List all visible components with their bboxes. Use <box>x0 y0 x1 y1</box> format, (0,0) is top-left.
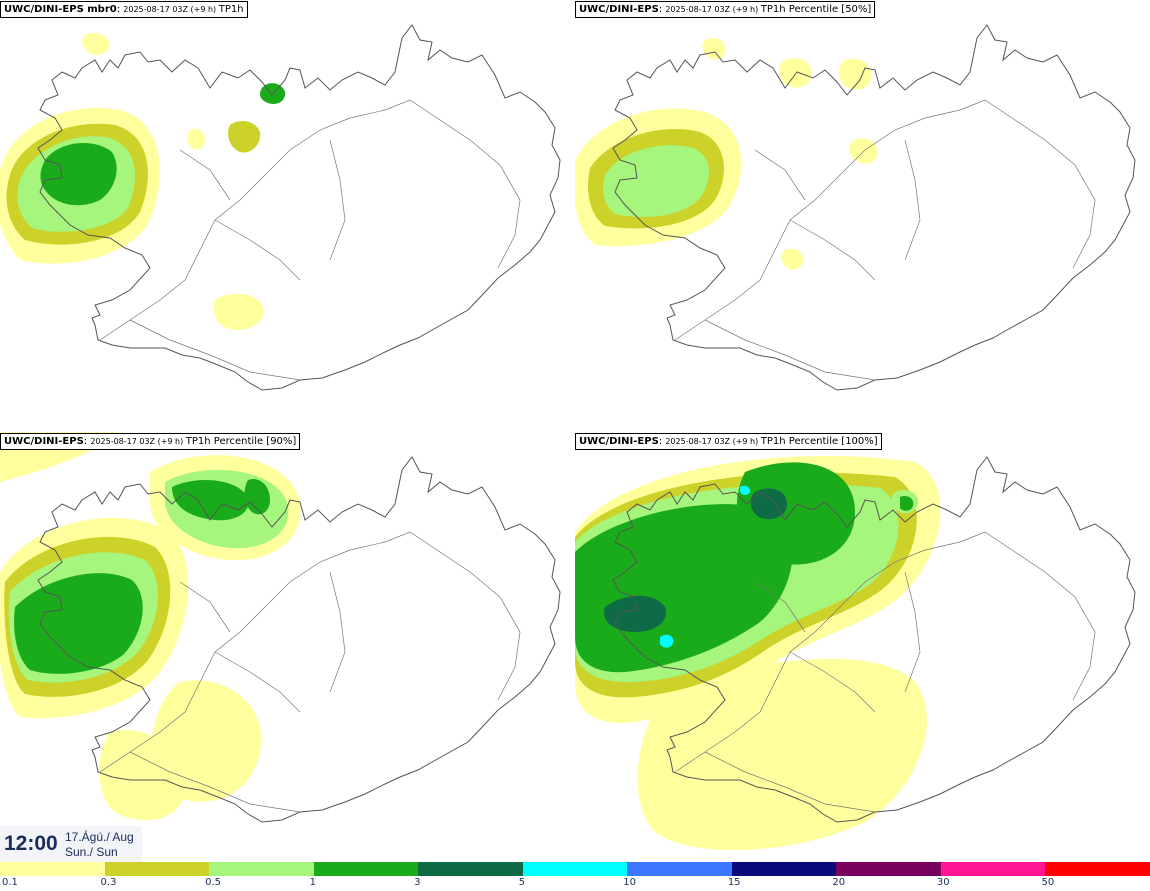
legend-color-2 <box>104 862 210 876</box>
road-network <box>674 531 1096 813</box>
precip-area <box>260 83 286 104</box>
road-network <box>99 99 521 381</box>
panel-title-model: UWC/DINI-EPS mbr0 <box>4 4 117 15</box>
precip-area <box>82 33 110 56</box>
map-panel-4: UWC/DINI-EPS: 2025-08-17 03Z (+9 h) TP1h… <box>575 432 1150 864</box>
map-panel-3: UWC/DINI-EPS: 2025-08-17 03Z (+9 h) TP1h… <box>0 432 575 864</box>
panel-title: UWC/DINI-EPS mbr0: 2025-08-17 03Z (+9 h)… <box>0 1 248 18</box>
panel-title-model: UWC/DINI-EPS <box>579 4 659 15</box>
precip-area <box>604 595 666 632</box>
legend-label: 0.3 <box>100 877 117 888</box>
panel-title-sep: : <box>658 4 666 15</box>
legend-color-8 <box>731 862 837 876</box>
precip-area <box>740 485 751 495</box>
panel-title: UWC/DINI-EPS: 2025-08-17 03Z (+9 h) TP1h… <box>575 433 882 450</box>
legend-label: 0.5 <box>205 877 221 888</box>
precip-area <box>839 58 872 90</box>
precip-area <box>736 462 855 565</box>
precip-map <box>575 455 1136 851</box>
panel-title: UWC/DINI-EPS: 2025-08-17 03Z (+9 h) TP1h… <box>575 1 876 18</box>
panel-title-field: TP1h Percentile [100%] <box>760 436 878 447</box>
precip-area <box>900 496 914 511</box>
panel-title-sep: : <box>116 4 124 15</box>
panel-title-field: TP1h <box>218 4 244 15</box>
panel-title-time: 2025-08-17 03Z (+9 h) <box>665 5 761 14</box>
valid-time: 12:00 <box>4 832 58 855</box>
legend-label: 3 <box>414 877 421 888</box>
valid-time-box: 12:00 17.Ágú./ Aug Sun./ Sun <box>0 826 142 862</box>
map-panel-2: UWC/DINI-EPS: 2025-08-17 03Z (+9 h) TP1h… <box>575 0 1150 432</box>
precip-map <box>0 24 561 391</box>
precip-area <box>702 38 726 60</box>
panel-title-model: UWC/DINI-EPS <box>4 436 84 447</box>
panel-title-time: 2025-08-17 03Z (+9 h) <box>665 437 761 446</box>
precip-area <box>244 478 270 515</box>
legend-color-11 <box>1045 862 1150 876</box>
precip-map <box>0 432 561 823</box>
legend-label: 20 <box>832 877 846 888</box>
precip-area <box>750 488 787 520</box>
precip-legend: 0.1 0.3 0.5 1 3 5 10 15 20 30 50 <box>0 862 1150 891</box>
road-network <box>99 531 521 813</box>
legend-label: 50 <box>1041 877 1055 888</box>
precip-area <box>172 480 249 521</box>
precip-area <box>40 142 117 206</box>
precip-map <box>575 24 1136 391</box>
panel-title-field: TP1h Percentile [50%] <box>760 4 872 15</box>
panel-title: UWC/DINI-EPS: 2025-08-17 03Z (+9 h) TP1h… <box>0 433 301 450</box>
precip-area <box>781 248 804 270</box>
legend-label: 1 <box>309 877 316 888</box>
coastline <box>612 456 1136 823</box>
legend-color-4 <box>313 862 419 876</box>
panel-title-time: 2025-08-17 03Z (+9 h) <box>123 5 219 14</box>
coastline <box>612 24 1136 391</box>
legend-color-1 <box>0 862 105 876</box>
coastline <box>37 24 561 391</box>
legend-label: 5 <box>518 877 526 888</box>
panel-title-sep: : <box>658 436 666 447</box>
legend-label: 10 <box>623 877 636 888</box>
panel-title-field: TP1h Percentile [90%] <box>185 436 297 447</box>
precip-area <box>779 58 812 88</box>
legend-color-9 <box>836 862 942 876</box>
legend-label: 30 <box>936 877 950 888</box>
precip-area <box>213 293 264 330</box>
valid-date-line1: 17.Ágú./ Aug <box>65 830 134 844</box>
legend-color-5 <box>418 862 524 876</box>
precip-area <box>660 634 674 648</box>
precip-area <box>849 138 878 164</box>
coastline <box>37 456 561 823</box>
map-panel-1: UWC/DINI-EPS mbr0: 2025-08-17 03Z (+9 h)… <box>0 0 575 432</box>
legend-color-10 <box>940 862 1046 876</box>
precip-area <box>187 128 206 150</box>
legend-color-6 <box>522 862 628 876</box>
panel-title-time: 2025-08-17 03Z (+9 h) <box>90 437 186 446</box>
valid-date-line2: Sun./ Sun <box>65 845 118 859</box>
precip-area <box>14 573 143 674</box>
precip-area <box>99 730 186 821</box>
road-network <box>674 99 1096 381</box>
legend-color-3 <box>209 862 315 876</box>
panel-title-sep: : <box>83 436 91 447</box>
legend-color-7 <box>627 862 733 876</box>
precip-area <box>228 120 261 153</box>
legend-label: 0.1 <box>2 877 18 888</box>
precip-area <box>637 658 927 851</box>
panel-title-model: UWC/DINI-EPS <box>579 436 659 447</box>
legend-label: 15 <box>727 877 741 888</box>
